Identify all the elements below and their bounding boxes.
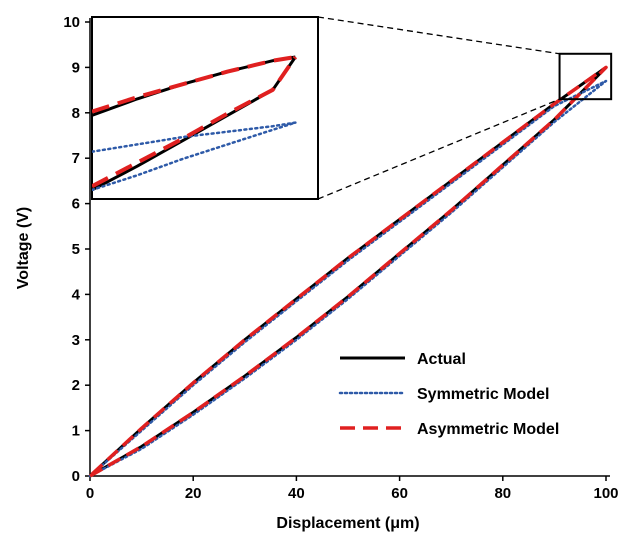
series-symmetric-model <box>88 79 608 478</box>
y-tick-label: 7 <box>72 150 80 167</box>
legend-label: Asymmetric Model <box>417 421 559 438</box>
x-tick-label: 0 <box>86 485 94 502</box>
x-tick-label: 60 <box>391 485 408 502</box>
y-tick-label: 9 <box>72 59 80 76</box>
x-tick-label: 40 <box>288 485 305 502</box>
x-tick-label: 20 <box>185 485 202 502</box>
y-tick-label: 8 <box>72 105 80 122</box>
main-series <box>88 65 608 478</box>
zoom-connector-lines <box>317 16 613 200</box>
x-tick-label: 80 <box>494 485 511 502</box>
x-tick-label: 100 <box>593 485 618 502</box>
y-tick-label: 0 <box>72 468 80 485</box>
zoom-connector-bottom <box>317 98 560 200</box>
inset-lower-actual <box>92 56 297 192</box>
inset-upper-asymmetric-model <box>92 55 296 114</box>
y-tick-label: 6 <box>72 196 80 213</box>
inset-lower-symmetric-model <box>92 121 297 192</box>
y-tick-label: 5 <box>72 241 80 258</box>
inset-zoom <box>91 16 319 200</box>
y-tick-label: 10 <box>63 14 80 31</box>
inset-upper-symmetric-model <box>92 121 297 153</box>
y-tick-label: 1 <box>72 423 80 440</box>
axes <box>85 18 610 481</box>
zoom-region-box <box>558 52 613 101</box>
y-tick-label: 2 <box>72 377 80 394</box>
legend-label: Actual <box>417 351 466 368</box>
inset-lower-asymmetric-model <box>92 55 298 189</box>
y-axis-title: Voltage (V) <box>15 207 32 289</box>
zoom-connector-top <box>317 16 560 55</box>
inset-series <box>92 55 298 192</box>
legend: Actual Symmetric Model Asymmetric Model <box>338 351 559 438</box>
legend-label: Symmetric Model <box>417 386 549 403</box>
series-asymmetric-model <box>88 65 608 478</box>
y-tick-label: 4 <box>72 286 81 303</box>
y-tick-label: 3 <box>72 332 80 349</box>
x-axis-title: Displacement (μm) <box>276 515 419 532</box>
